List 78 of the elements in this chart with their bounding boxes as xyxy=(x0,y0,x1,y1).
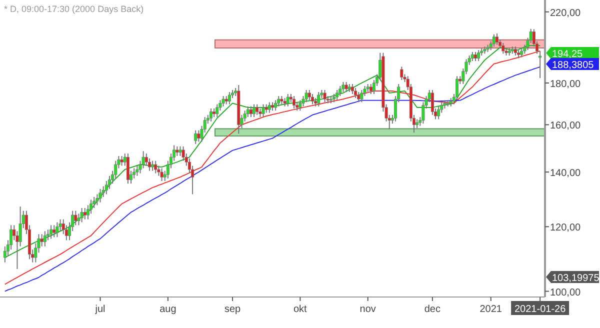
candlestick xyxy=(430,89,434,116)
candlestick xyxy=(268,102,271,114)
x-tick-label: 2021-01-26 xyxy=(514,304,566,315)
candlestick xyxy=(350,83,354,94)
candlestick xyxy=(154,160,158,174)
candlestick xyxy=(148,158,151,172)
y-tick-label: 180,00 xyxy=(550,78,582,90)
candlestick xyxy=(151,160,154,172)
candlestick xyxy=(456,76,459,101)
candlestick xyxy=(209,108,212,122)
candlestick xyxy=(80,207,84,223)
candlestick xyxy=(74,210,78,226)
candlestick xyxy=(216,104,219,118)
candlestick xyxy=(304,89,308,103)
text: 194,25 xyxy=(552,49,584,60)
candlestick xyxy=(502,42,505,54)
candlestick xyxy=(437,106,440,120)
candlestick xyxy=(120,155,124,166)
candlestick xyxy=(50,224,53,240)
candlestick xyxy=(274,100,278,112)
candlestick xyxy=(292,96,296,109)
y-tick-label: 160,00 xyxy=(550,120,582,132)
candlestick xyxy=(197,130,200,142)
candlestick xyxy=(298,100,302,112)
candlestick xyxy=(246,106,250,118)
candlestick xyxy=(249,106,252,118)
candlestick xyxy=(194,130,198,145)
candlestick xyxy=(98,188,102,203)
candlestick xyxy=(136,165,139,176)
candlestick xyxy=(262,104,265,118)
candlestick xyxy=(317,91,320,107)
candlestick xyxy=(344,82,348,92)
candlestick xyxy=(520,48,524,58)
candlestick xyxy=(252,104,256,118)
y-tick-label: 120,00 xyxy=(550,222,582,234)
x-tick-label: 2021 xyxy=(480,304,502,315)
candlestick xyxy=(56,222,59,238)
candlestick xyxy=(369,83,372,94)
candlestick xyxy=(256,104,259,116)
candlestick xyxy=(277,96,280,107)
y-tick-label: 140,00 xyxy=(550,168,582,180)
candlestick xyxy=(126,153,130,184)
candlestick xyxy=(310,93,314,105)
candlestick xyxy=(286,93,290,107)
x-tick-label: nov xyxy=(360,304,376,315)
candlestick xyxy=(336,89,339,101)
chart-title: * D, 09:00-17:30 (2000 Days Back) xyxy=(4,4,144,14)
x-tick-label: sep xyxy=(224,304,242,315)
candlestick xyxy=(323,89,326,103)
candlestick xyxy=(43,230,46,247)
candlestick xyxy=(492,34,496,48)
candlestick xyxy=(52,224,56,238)
candlestick xyxy=(40,234,44,247)
candlestick xyxy=(360,89,364,103)
x-tick-label: okt xyxy=(294,304,308,315)
candlestick xyxy=(474,51,477,62)
candlestick xyxy=(222,96,225,107)
candlestick xyxy=(83,207,86,220)
candlestick xyxy=(228,91,231,105)
y-tick-label: 100,00 xyxy=(550,287,582,298)
candlestick xyxy=(354,87,358,99)
candlestick xyxy=(357,91,360,103)
text: 188,3805 xyxy=(552,60,594,71)
candlestick xyxy=(470,51,474,62)
x-tick-label: jul xyxy=(94,304,106,315)
candlestick xyxy=(496,32,499,46)
x-tick-label: dec xyxy=(424,304,440,315)
candlestick xyxy=(338,85,342,97)
candlestick xyxy=(176,146,179,156)
candlestick xyxy=(400,66,404,81)
candlestick xyxy=(342,82,345,92)
candlestick xyxy=(308,89,311,101)
candlestick xyxy=(160,168,164,182)
y-tick-label: 220,00 xyxy=(550,8,582,19)
candlestick xyxy=(178,146,182,156)
x-tick-label: aug xyxy=(160,304,176,315)
text: 103,19975 xyxy=(552,273,600,284)
candlestick xyxy=(477,50,480,62)
